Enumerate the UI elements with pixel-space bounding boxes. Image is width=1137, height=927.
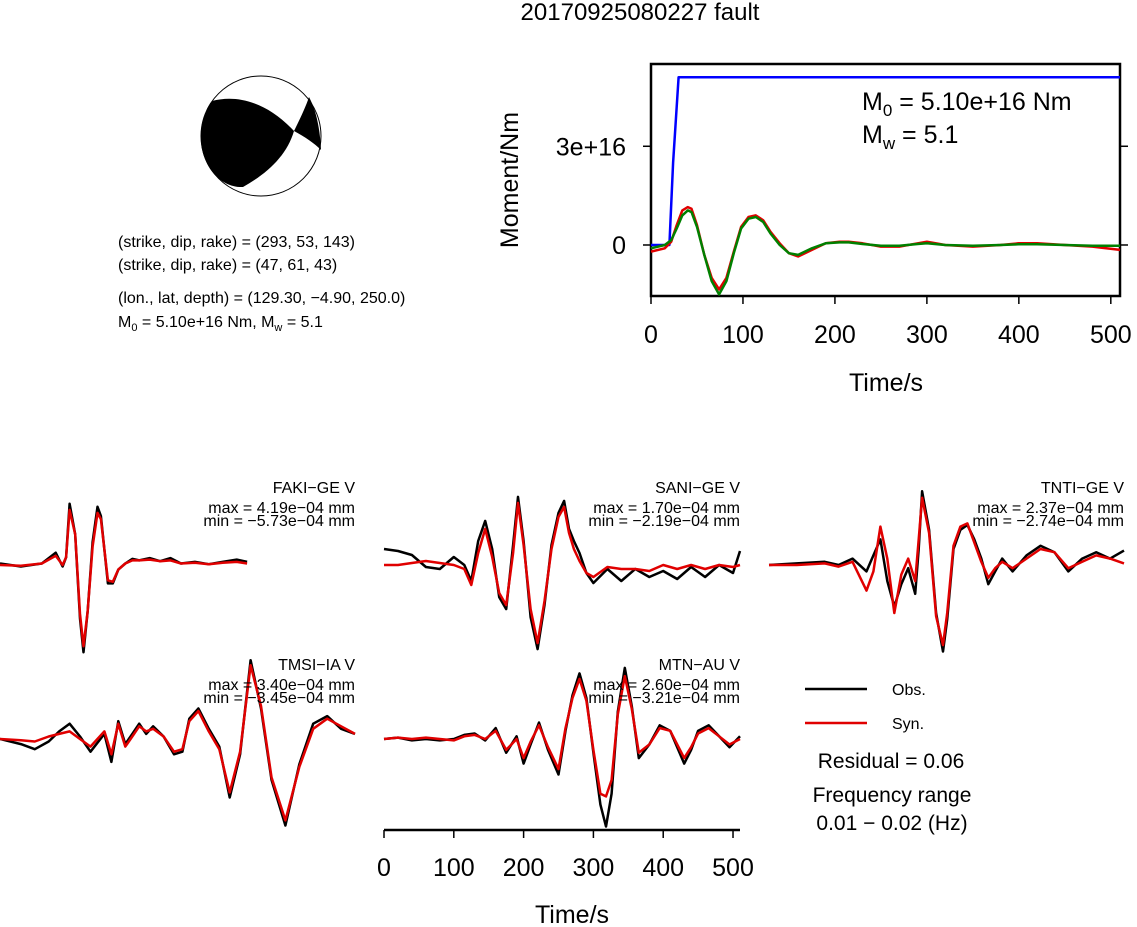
figure-title: 20170925080227 fault xyxy=(521,0,760,26)
station-label: FAKI−GE V xyxy=(273,480,356,497)
synthetic-trace xyxy=(383,674,741,798)
synthetic-trace xyxy=(0,508,248,648)
mw-annotation: Mw = 5.1 xyxy=(862,121,958,153)
frequency-value: 0.01 − 0.02 (Hz) xyxy=(816,812,967,835)
max-amplitude: max = 1.70e−04 mm xyxy=(593,500,740,517)
waveform-xlabel: Time/s xyxy=(535,901,609,927)
synthetic-trace xyxy=(0,663,356,822)
moment-xtick-label: 500 xyxy=(1090,321,1132,349)
min-amplitude: min = −3.21e−04 mm xyxy=(588,690,740,707)
synthetic-trace xyxy=(384,501,741,645)
max-amplitude: max = 2.37e−04 mm xyxy=(977,500,1124,517)
m0-annotation: M0 = 5.10e+16 Nm xyxy=(862,88,1072,120)
frequency-title: Frequency range xyxy=(813,784,972,807)
station-label: TMSI−IA V xyxy=(278,657,355,674)
synthetic-trace xyxy=(769,496,1125,647)
moment-text: M0 = 5.10e+16 Nm, Mw = 5.1 xyxy=(118,314,323,334)
moment-xtick-label: 0 xyxy=(644,321,658,349)
moment-plot-frame xyxy=(649,62,1122,298)
legend: Obs. Syn. Residual = 0.06 Frequency rang… xyxy=(805,682,971,835)
legend-syn-label: Syn. xyxy=(892,716,924,733)
moment-lines xyxy=(650,75,1121,296)
moment-ytick-label: 0 xyxy=(612,232,626,260)
legend-obs-label: Obs. xyxy=(892,682,926,699)
waveform-xtick-label: 200 xyxy=(503,854,545,882)
waveform-xtick-label: 300 xyxy=(573,854,615,882)
max-amplitude: max = 3.40e−04 mm xyxy=(208,677,355,694)
waveform-xtick-label: 500 xyxy=(712,854,754,882)
max-amplitude: max = 2.60e−04 mm xyxy=(593,677,740,694)
waveform-xtick-label: 400 xyxy=(642,854,684,882)
location-text: (lon., lat, depth) = (129.30, −4.90, 250… xyxy=(118,290,405,307)
moment-rate-red-line xyxy=(650,205,1121,291)
station-label: SANI−GE V xyxy=(655,480,740,497)
moment-ylabel: Moment/Nm xyxy=(496,112,524,248)
beachball-icon xyxy=(200,75,322,197)
max-amplitude: max = 4.19e−04 mm xyxy=(208,500,355,517)
moment-xtick-label: 200 xyxy=(814,321,856,349)
moment-xtick-label: 100 xyxy=(722,321,764,349)
moment-axes: 0 100 200 300 400 500 0 3e+16 xyxy=(556,133,1132,349)
residual-text: Residual = 0.06 xyxy=(818,750,965,773)
waveform-xtick-label: 0 xyxy=(377,854,391,882)
station-label: MTN−AU V xyxy=(659,657,741,674)
min-amplitude: min = −5.73e−04 mm xyxy=(203,513,355,530)
station-label: TNTI−GE V xyxy=(1041,480,1124,497)
moment-rate-green-line xyxy=(650,209,1120,296)
mechanism-info: (strike, dip, rake) = (293, 53, 143) (st… xyxy=(118,234,405,334)
moment-xtick-label: 300 xyxy=(906,321,948,349)
moment-xtick-label: 400 xyxy=(998,321,1040,349)
min-amplitude: min = −2.19e−04 mm xyxy=(588,513,740,530)
moment-ytick-label: 3e+16 xyxy=(556,133,626,161)
min-amplitude: min = −3.45e−04 mm xyxy=(203,690,355,707)
min-amplitude: min = −2.74e−04 mm xyxy=(972,513,1124,530)
plane2-text: (strike, dip, rake) = (47, 61, 43) xyxy=(118,257,337,274)
moment-xlabel: Time/s xyxy=(849,369,923,397)
waveform-xtick-label: 100 xyxy=(433,854,475,882)
plane1-text: (strike, dip, rake) = (293, 53, 143) xyxy=(118,234,355,251)
